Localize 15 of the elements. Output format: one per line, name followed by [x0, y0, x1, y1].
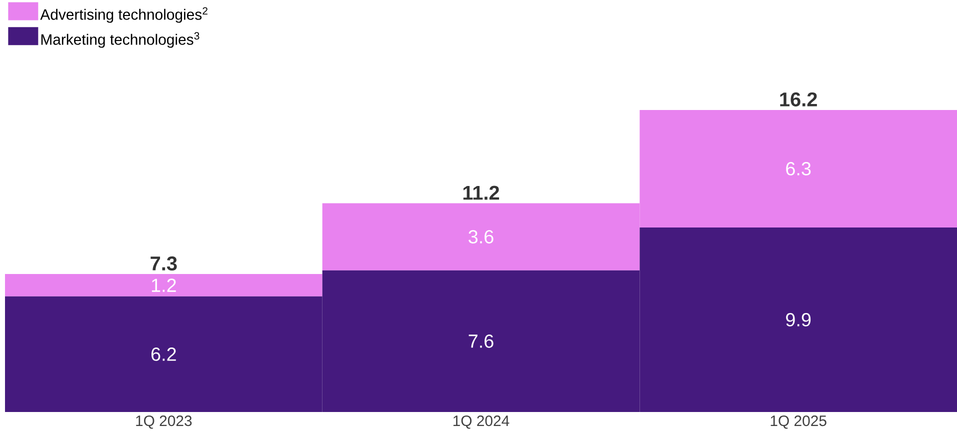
data-label: 1.2 [152, 278, 176, 292]
data-label: 6.2 [151, 348, 176, 361]
data-label: 7.6 [468, 334, 494, 348]
data-label: 9.9 [786, 313, 811, 326]
data-label: 3.6 [468, 230, 494, 244]
x-tick-label: 1Q 2024 [453, 416, 510, 429]
total-label: 16.2 [780, 92, 817, 106]
bar [5, 274, 322, 296]
x-tick-label: 1Q 2025 [770, 416, 826, 429]
total-label: 11.2 [463, 186, 500, 200]
x-tick-label: 1Q 2023 [136, 416, 192, 429]
legend-label: Advertising technologies$^{2}$ [40, 7, 208, 23]
data-label: 6.3 [786, 162, 811, 176]
legend-label: Marketing technologies$^{3}$ [41, 32, 200, 48]
total-label: 7.3 [150, 256, 177, 271]
